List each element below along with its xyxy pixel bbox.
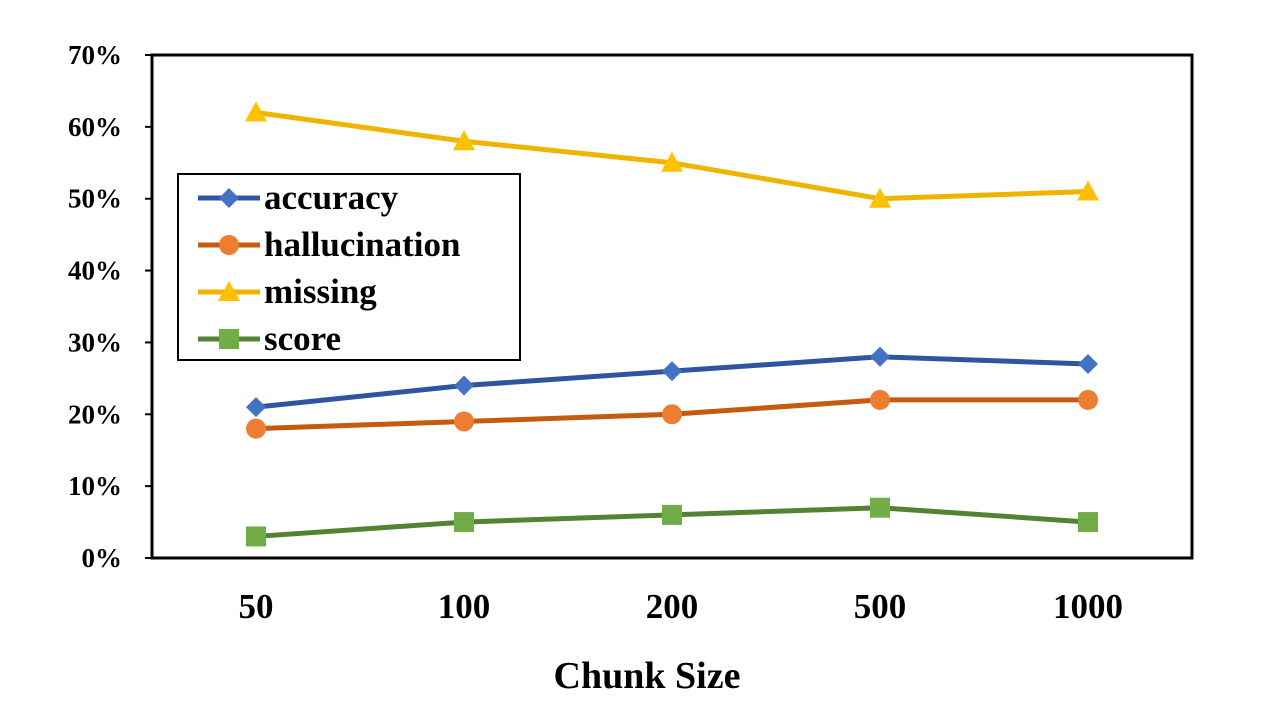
y-tick-label: 40% — [68, 256, 122, 286]
data-point-marker — [1077, 180, 1099, 201]
series-missing — [245, 101, 1099, 208]
data-point-marker — [870, 389, 890, 410]
series-hallucination — [246, 389, 1098, 439]
series-score — [246, 497, 1098, 547]
data-point-marker — [219, 188, 239, 208]
legend-item-accuracy: accuracy — [198, 178, 399, 217]
x-tick-label: 500 — [854, 587, 907, 626]
data-point-marker — [246, 526, 266, 547]
data-point-marker — [662, 404, 682, 425]
legend-item-missing: missing — [198, 272, 377, 311]
data-point-marker — [453, 130, 475, 151]
data-point-marker — [661, 151, 683, 172]
y-tick-label: 0% — [82, 543, 123, 573]
y-tick-label: 10% — [68, 471, 122, 501]
data-point-marker — [1078, 512, 1098, 533]
data-point-marker — [246, 397, 266, 418]
data-point-marker — [1078, 353, 1098, 374]
legend: accuracy hallucination missing score — [177, 173, 521, 361]
data-point-marker — [219, 235, 239, 255]
x-tick-label: 50 — [239, 587, 274, 626]
y-tick-label: 70% — [68, 40, 122, 70]
x-tick-label: 200 — [646, 587, 699, 626]
y-tick-label: 20% — [68, 399, 122, 429]
y-tick-label: 50% — [68, 184, 122, 214]
legend-item-score: score — [198, 319, 341, 358]
legend-label: accuracy — [264, 178, 399, 217]
legend-label: missing — [264, 272, 377, 311]
x-tick-label: 1000 — [1053, 587, 1123, 626]
y-tick-label: 60% — [68, 112, 122, 142]
data-point-marker — [662, 361, 682, 382]
x-axis-ticks: 50 100 200 500 1000 — [239, 587, 1124, 626]
data-point-marker — [245, 101, 267, 122]
data-point-marker — [870, 497, 890, 518]
x-tick-label: 100 — [438, 587, 491, 626]
legend-label: score — [264, 319, 341, 358]
series-accuracy — [246, 346, 1098, 418]
data-point-marker — [219, 329, 239, 349]
x-axis-title: Chunk Size — [554, 655, 741, 697]
data-point-marker — [454, 411, 474, 432]
y-axis-ticks: 0% 10% 20% 30% 40% 50% 60% 70% — [68, 40, 152, 573]
data-point-marker — [870, 346, 890, 367]
data-point-marker — [1078, 389, 1098, 410]
data-point-marker — [869, 187, 891, 208]
series-layer — [245, 101, 1099, 547]
data-point-marker — [662, 504, 682, 525]
data-point-marker — [454, 512, 474, 533]
data-point-marker — [218, 281, 240, 301]
legend-label: hallucination — [264, 225, 460, 264]
legend-item-hallucination: hallucination — [198, 225, 460, 264]
data-point-marker — [454, 375, 474, 396]
y-tick-label: 30% — [68, 327, 122, 357]
data-point-marker — [246, 418, 266, 439]
